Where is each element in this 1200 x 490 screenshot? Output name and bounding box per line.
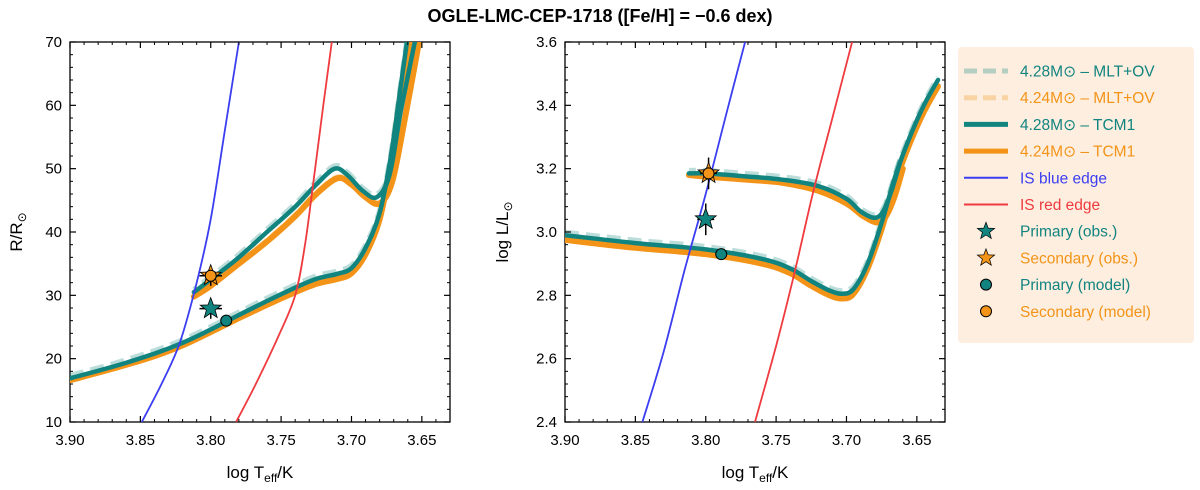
- y-tick-label: 3.0: [536, 224, 557, 241]
- luminosity-plot-frame: [564, 41, 946, 423]
- legend-label: 4.28M⊙ – MLT+OV: [1020, 64, 1155, 81]
- x-tick-label: 3.80: [691, 432, 720, 449]
- legend-entries: 4.28M⊙ – MLT+OV 4.24M⊙ – MLT+OV 4.28M⊙ – T…: [964, 64, 1155, 321]
- legend-item-secondary-obs: Secondary (obs.): [976, 247, 1138, 267]
- primary-tcm1-track-high: [191, 42, 418, 295]
- legend-item-primary-obs: Primary (obs.): [976, 221, 1117, 241]
- chart-title: OGLE-LMC-CEP-1718 ([Fe/H] = −0.6 dex): [427, 6, 772, 26]
- y-tick-label: 2.8: [536, 287, 557, 304]
- y-tick-label: 20: [45, 351, 62, 368]
- legend-label: Primary (obs.): [1020, 224, 1117, 241]
- y-tick-label: 60: [45, 97, 62, 114]
- secondary-model-point: [204, 269, 217, 282]
- x-tick-label: 3.75: [762, 432, 791, 449]
- is-blue-edge-line: [141, 42, 240, 422]
- legend-item-is-blue-edge: IS blue edge: [964, 170, 1107, 187]
- x-tick-label: 3.85: [126, 432, 155, 449]
- radius-stars: [199, 263, 233, 327]
- is-red-edge-line: [235, 42, 333, 422]
- x-tick-label: 3.70: [832, 432, 861, 449]
- y-tick-label: 40: [45, 224, 62, 241]
- legend-item-is-red-edge: IS red edge: [964, 197, 1100, 214]
- legend-label: 4.24M⊙ – TCM1: [1020, 144, 1135, 161]
- radius-tracks: [70, 42, 422, 384]
- is-red-edge-line: [754, 42, 853, 422]
- legend-label: Secondary (obs.): [1020, 250, 1138, 267]
- luminosity-x-axis-label: log Teff/K: [722, 463, 789, 485]
- x-tick-label: 3.90: [550, 432, 579, 449]
- legend-item-4-24m-mlt-ov: 4.24M⊙ – MLT+OV: [964, 90, 1155, 107]
- legend-swatch-circle: [980, 305, 992, 318]
- y-tick-label: 70: [45, 34, 62, 51]
- secondary-tcm1-track-high: [685, 165, 906, 226]
- luminosity-ticks: 3.90 3.85 3.80 3.75 3.70 3.65 2.4 2.6 2.8 3.0 3.2 3…: [536, 34, 946, 449]
- x-tick-label: 3.90: [55, 432, 84, 449]
- radius-panel: 3.90 3.85 3.80 3.75 3.70 3.65 10 20 30 40 50 60 70 R…: [7, 34, 451, 485]
- primary-model-point: [715, 248, 728, 261]
- luminosity-instability-edges: [641, 42, 853, 422]
- legend-label: 4.24M⊙ – MLT+OV: [1020, 90, 1155, 107]
- radius-x-axis-label: log Teff/K: [227, 463, 294, 485]
- primary-obs-star: [694, 207, 718, 230]
- radius-ticks: 3.90 3.85 3.80 3.75 3.70 3.65 10 20 30 40 50 60 70: [45, 34, 451, 449]
- legend-background: [958, 47, 1194, 343]
- legend-label: IS red edge: [1020, 197, 1100, 214]
- luminosity-y-axis-label: log L/L⊙: [493, 201, 515, 262]
- legend-item-4-28m-tcm1: 4.28M⊙ – TCM1: [964, 117, 1135, 134]
- legend-swatch-star: [976, 247, 996, 267]
- luminosity-stars: [694, 157, 728, 261]
- legend-item-secondary-model: Secondary (model): [980, 304, 1151, 321]
- legend-swatch-star: [976, 221, 996, 240]
- y-tick-label: 2.6: [536, 351, 557, 368]
- legend-item-4-28m-mlt-ov: 4.28M⊙ – MLT+OV: [964, 64, 1155, 81]
- legend-item-primary-model: Primary (model): [980, 277, 1130, 294]
- legend-label: 4.28M⊙ – TCM1: [1020, 117, 1135, 134]
- legend-label: Primary (model): [1020, 277, 1130, 294]
- primary-obs-star: [199, 296, 223, 319]
- legend-label: Secondary (model): [1020, 304, 1151, 321]
- radius-y-axis-label: R/R⊙: [7, 212, 29, 251]
- secondary-model-point: [702, 167, 715, 180]
- secondary-tcm1-track-high: [190, 42, 422, 300]
- primary-model-point: [220, 314, 233, 327]
- primary-tcm1-track-high: [686, 160, 903, 221]
- y-tick-label: 3.6: [536, 34, 557, 51]
- x-tick-label: 3.65: [407, 432, 436, 449]
- y-tick-label: 3.4: [536, 97, 557, 114]
- x-tick-label: 3.80: [196, 432, 225, 449]
- legend-item-4-24m-tcm1: 4.24M⊙ – TCM1: [964, 144, 1135, 161]
- x-tick-label: 3.70: [337, 432, 366, 449]
- primary-tcm1-track-low: [565, 77, 941, 296]
- radius-instability-edges: [141, 42, 333, 422]
- y-tick-label: 3.2: [536, 161, 557, 178]
- x-tick-label: 3.85: [621, 432, 650, 449]
- luminosity-panel: 3.90 3.85 3.80 3.75 3.70 3.65 2.4 2.6 2.8 3.0 3.2 3…: [493, 34, 946, 485]
- y-tick-label: 30: [45, 287, 62, 304]
- is-blue-edge-line: [641, 42, 746, 422]
- y-tick-label: 10: [45, 414, 62, 431]
- legend-label: IS blue edge: [1020, 170, 1107, 187]
- x-tick-label: 3.65: [902, 432, 931, 449]
- legend: 4.28M⊙ – MLT+OV 4.24M⊙ – MLT+OV 4.28M⊙ – T…: [958, 47, 1194, 343]
- legend-swatch-circle: [980, 278, 992, 291]
- luminosity-tracks: [565, 75, 941, 302]
- y-tick-label: 2.4: [536, 414, 557, 431]
- x-tick-label: 3.75: [267, 432, 296, 449]
- y-tick-label: 50: [45, 161, 62, 178]
